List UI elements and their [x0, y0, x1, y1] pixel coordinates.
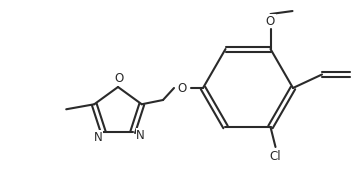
Text: O: O — [266, 14, 275, 28]
Text: O: O — [114, 71, 124, 84]
Text: N: N — [94, 131, 103, 144]
Text: O: O — [178, 81, 187, 95]
Text: Cl: Cl — [270, 151, 281, 163]
Text: N: N — [136, 129, 145, 142]
